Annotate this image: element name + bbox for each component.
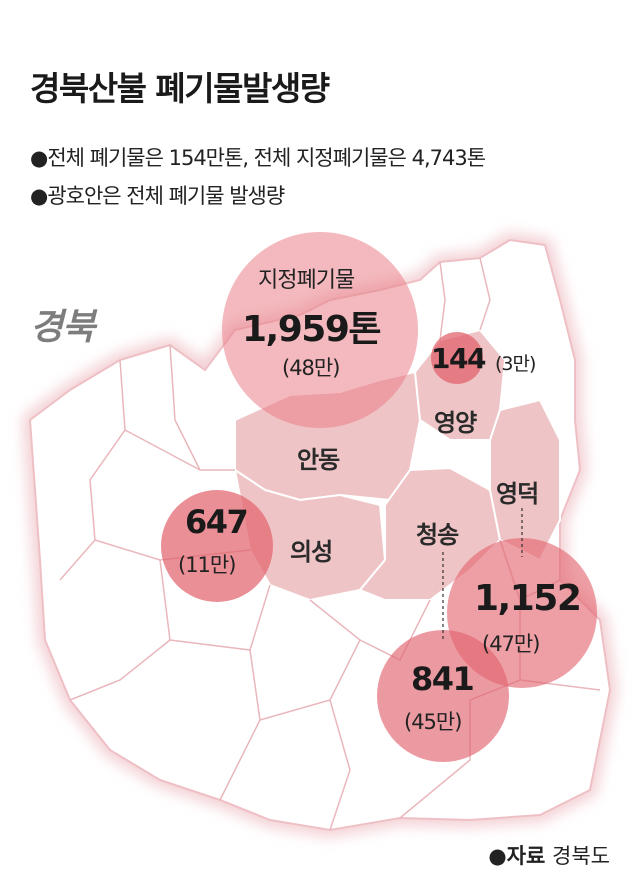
region-label-uiseong: 의성 — [290, 538, 333, 566]
page-title: 경북산불 폐기물발생량 — [30, 69, 330, 108]
region-label-andong: 안동 — [297, 446, 340, 474]
yeongdeok-value: 1,152 — [474, 578, 582, 619]
bubble-uiseong — [161, 490, 273, 602]
waste-bubbles — [161, 232, 597, 762]
cheongsong-total: (45만) — [404, 710, 462, 734]
uiseong-total: (11만) — [178, 553, 236, 577]
designated-waste-label: 지정폐기물 — [258, 268, 355, 293]
leader-lines — [442, 508, 523, 640]
province-label: 경북 — [30, 307, 95, 348]
region-label-yeongyang: 영양 — [434, 409, 477, 437]
region-yeongdeok — [489, 398, 561, 562]
designated-waste-total: (48만) — [282, 356, 340, 380]
yeongyang-total: (3만) — [495, 353, 536, 375]
yeongdeok-total: (47만) — [482, 632, 540, 656]
bubble-andong — [222, 232, 418, 428]
source-credit: ●자료 경북도 — [488, 840, 610, 870]
region-label-yeongdeok: 영덕 — [496, 480, 539, 508]
source-value: 경북도 — [552, 844, 610, 868]
uiseong-value: 647 — [185, 503, 249, 541]
cheongsong-value: 841 — [411, 660, 475, 698]
source-key: ●자료 — [488, 844, 546, 868]
bubble-cheongsong — [377, 630, 509, 762]
yeongyang-value: 144 — [431, 342, 486, 375]
note-bubble-legend: ●광호안은 전체 폐기물 발생량 — [30, 184, 285, 208]
bubble-yeongyang — [431, 332, 483, 384]
designated-waste-value: 1,959톤 — [242, 309, 382, 350]
region-label-cheongsong: 청송 — [416, 521, 459, 549]
note-total-waste: ●전체 폐기물은 154만톤, 전체 지정폐기물은 4,743톤 — [30, 146, 486, 170]
